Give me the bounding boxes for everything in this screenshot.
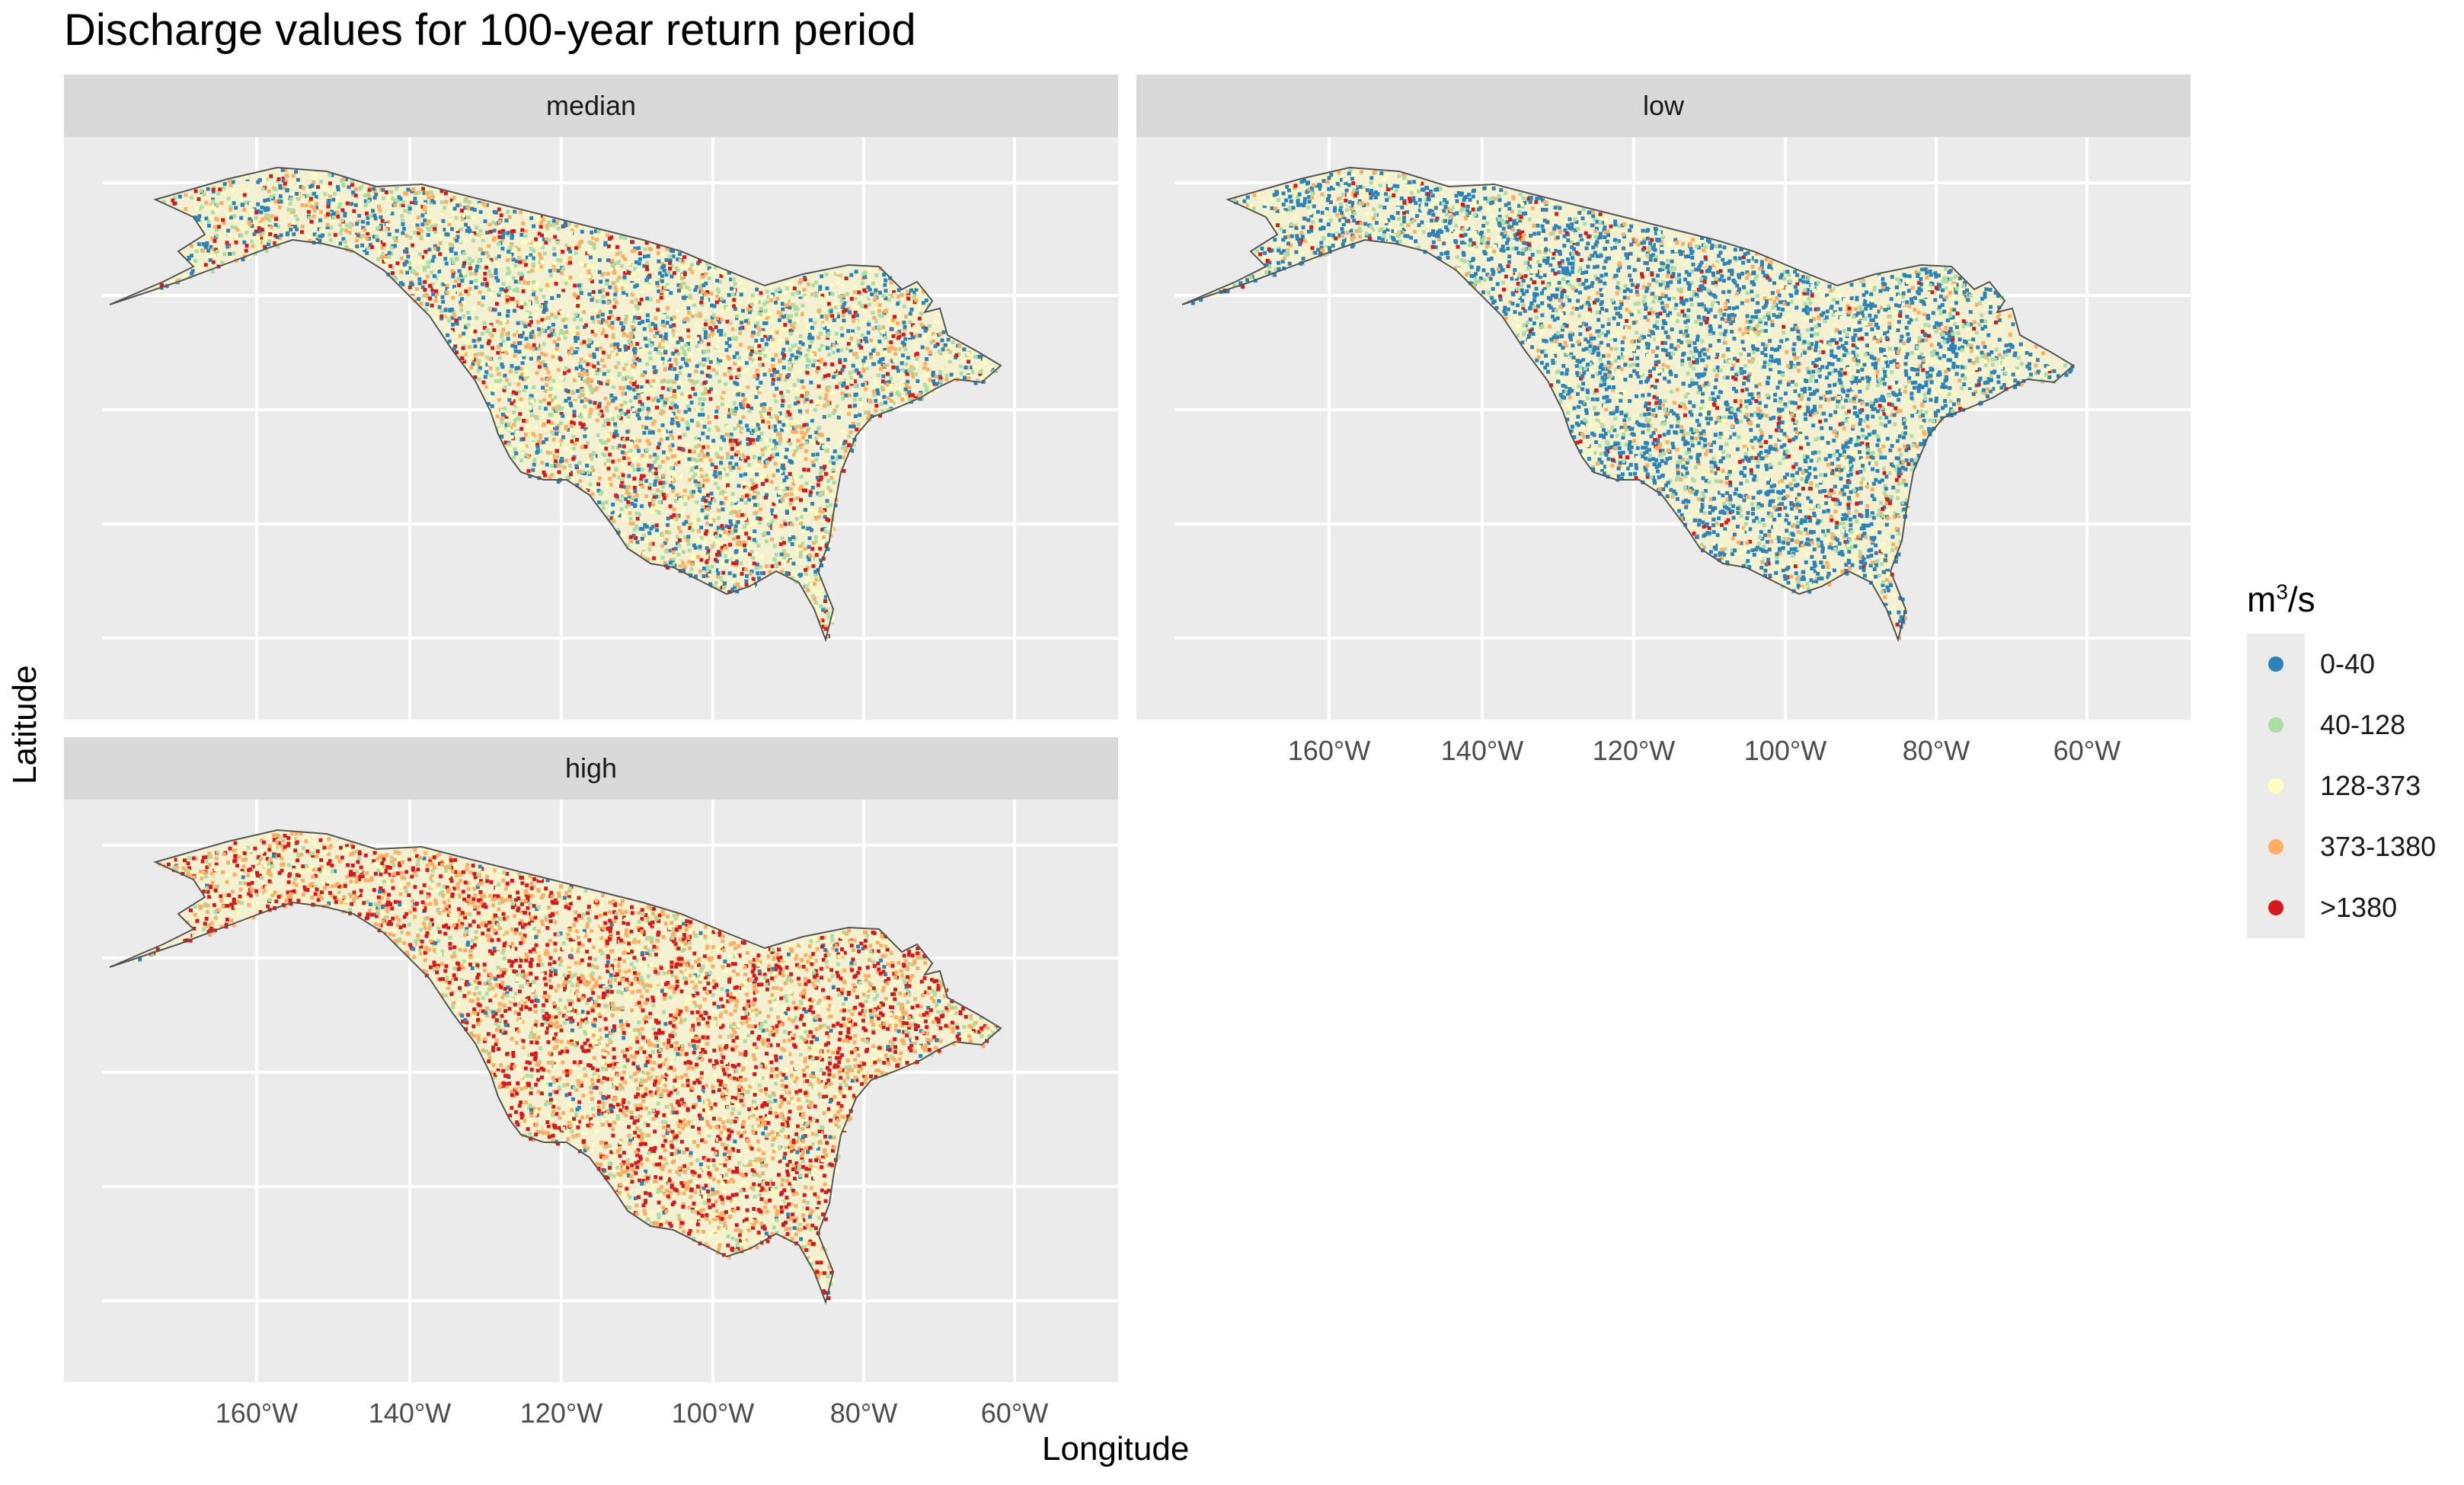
x-tick-60w: 60°W xyxy=(980,1397,1049,1429)
x-tick-160w: 160°W xyxy=(215,1397,299,1429)
x-axis-title: Longitude xyxy=(1042,1430,1190,1467)
x-tick-120w-low: 120°W xyxy=(1592,735,1676,766)
x-tick-80w: 80°W xyxy=(829,1397,898,1429)
map-panel-median xyxy=(64,137,1118,720)
land-low xyxy=(1182,168,2073,640)
map-median xyxy=(102,137,1118,720)
x-tick-100w-low: 100°W xyxy=(1743,735,1827,766)
facet-strip-median: median xyxy=(64,75,1118,137)
facet-strip-low: low xyxy=(1136,75,2191,137)
map-high xyxy=(102,800,1118,1382)
x-tick-120w: 120°W xyxy=(519,1397,603,1429)
legend-key-0-40 xyxy=(2268,656,2283,672)
legend-key-40-128 xyxy=(2268,717,2283,733)
facet-label-high: high xyxy=(564,752,618,784)
legend-key-gt1380 xyxy=(2268,900,2283,915)
x-tick-60w-low: 60°W xyxy=(2053,735,2121,766)
facet-label-median: median xyxy=(545,90,637,121)
chart-title: Discharge values for 100-year return per… xyxy=(64,5,916,55)
map-panel-high xyxy=(64,800,1118,1382)
map-low xyxy=(1174,137,2191,720)
legend-label-373-1380: 373-1380 xyxy=(2320,831,2437,862)
discharge-points-low xyxy=(1190,168,2075,640)
legend-label-gt1380: >1380 xyxy=(2320,892,2398,923)
coastline-low xyxy=(1181,166,2075,643)
discharge-points-median xyxy=(155,168,1000,640)
coastline-high xyxy=(109,829,1002,1305)
facet-strip-high: high xyxy=(64,737,1118,800)
legend-label-128-373: 128-373 xyxy=(2320,770,2421,801)
legend: m3/s 0-40 40-128 128-373 373-1380 >1380 xyxy=(2247,579,2436,938)
facet-label-low: low xyxy=(1642,90,1685,121)
legend-key-128-373 xyxy=(2268,778,2283,794)
x-tick-140w: 140°W xyxy=(368,1397,452,1429)
legend-key-373-1380 xyxy=(2268,839,2283,854)
legend-label-0-40: 0-40 xyxy=(2320,648,2376,679)
map-panel-low xyxy=(1136,137,2191,720)
x-tick-100w: 100°W xyxy=(671,1397,755,1429)
x-tick-80w-low: 80°W xyxy=(1902,735,1970,766)
discharge-points-high xyxy=(134,832,1001,1301)
x-tick-140w-low: 140°W xyxy=(1440,735,1524,766)
legend-title: m3/s xyxy=(2247,580,2315,619)
x-tick-160w-low: 160°W xyxy=(1287,735,1371,766)
y-axis-title: Latitude xyxy=(6,665,43,784)
legend-label-40-128: 40-128 xyxy=(2320,709,2406,740)
coastline-median xyxy=(109,166,1002,643)
legend-keys xyxy=(2247,634,2305,938)
